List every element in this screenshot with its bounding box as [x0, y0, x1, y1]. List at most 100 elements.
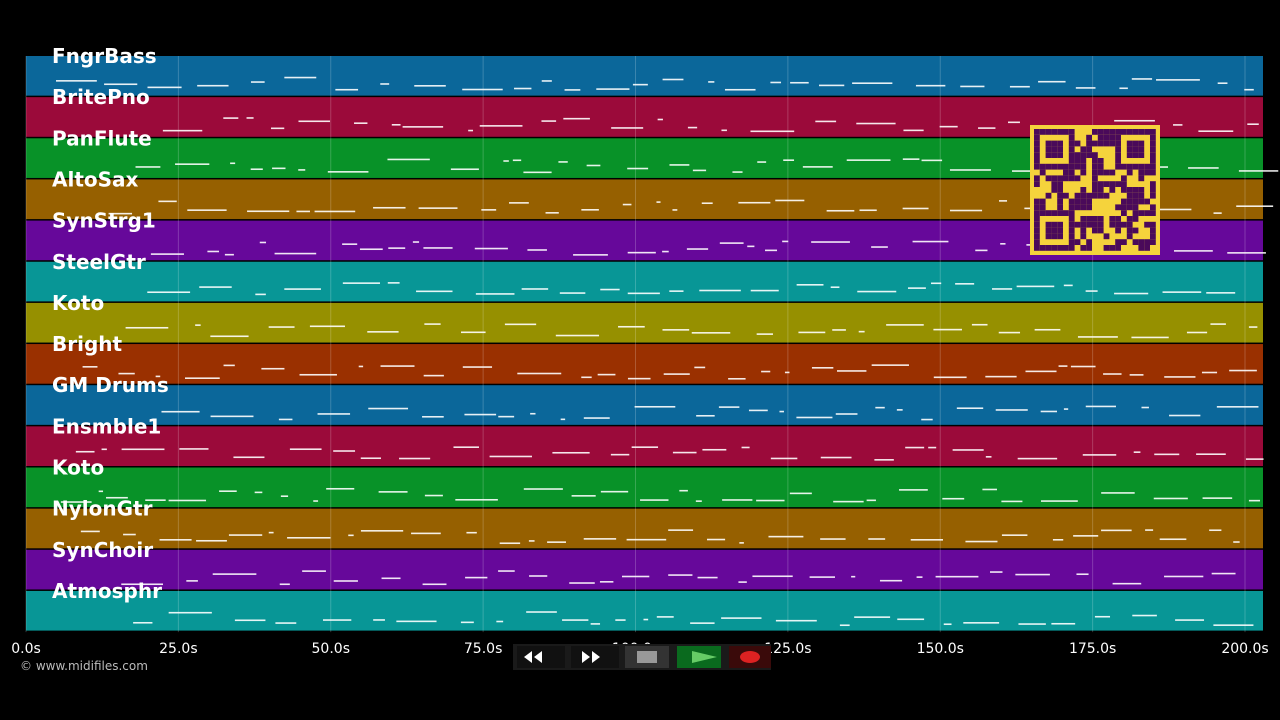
note: [555, 334, 600, 337]
track-name: GM Drums: [52, 373, 169, 397]
note: [125, 326, 169, 329]
note: [741, 446, 750, 449]
note: [783, 159, 795, 161]
qr-module: [1150, 140, 1156, 147]
qr-module: [1086, 152, 1092, 158]
note: [857, 290, 897, 293]
note: [761, 370, 771, 373]
note: [460, 621, 474, 624]
record-button[interactable]: [729, 646, 771, 668]
note: [702, 448, 727, 451]
play-button[interactable]: [677, 646, 721, 668]
note: [499, 542, 521, 545]
qr-module: [1092, 163, 1098, 170]
qr-module: [1034, 146, 1040, 153]
qr-module: [1057, 152, 1063, 158]
note: [135, 166, 161, 168]
note: [1073, 535, 1099, 537]
note: [381, 577, 401, 580]
note: [815, 120, 837, 123]
note: [581, 209, 599, 211]
note: [424, 494, 443, 497]
qr-module: [1109, 221, 1116, 228]
note: [333, 580, 358, 582]
qr-module: [1051, 146, 1058, 153]
note: [672, 451, 697, 454]
rewind-button[interactable]: [517, 646, 565, 668]
qr-module: [1051, 221, 1058, 228]
qr-module: [1126, 192, 1133, 199]
qr-module: [1074, 175, 1081, 182]
note: [1076, 573, 1089, 576]
qr-module: [1068, 129, 1075, 135]
qr-code: [1030, 125, 1160, 255]
note: [784, 371, 790, 374]
qr-module: [1074, 198, 1081, 205]
note: [668, 529, 694, 531]
qr-module: [1126, 129, 1133, 135]
note: [1164, 575, 1204, 578]
qr-module: [1068, 210, 1075, 216]
note: [255, 293, 266, 296]
qr-module: [1132, 227, 1139, 234]
qr-module: [1068, 204, 1075, 211]
note: [373, 206, 406, 209]
note: [1216, 406, 1259, 408]
qr-module: [1150, 221, 1156, 228]
track-lane: [26, 590, 1263, 631]
note: [686, 248, 709, 250]
note: [360, 530, 404, 532]
note: [1017, 457, 1058, 460]
track-name: Ensmble1: [52, 414, 161, 438]
note: [998, 331, 1021, 334]
note: [299, 373, 337, 376]
qr-module: [1068, 227, 1075, 234]
note: [921, 159, 943, 162]
qr-module: [1068, 158, 1075, 164]
qr-module: [1144, 221, 1150, 228]
qr-module: [1034, 140, 1040, 147]
note: [342, 243, 358, 245]
note: [528, 540, 535, 542]
qr-module: [1115, 134, 1121, 141]
note: [1175, 619, 1205, 621]
note: [1077, 336, 1118, 338]
qr-module: [1121, 163, 1127, 170]
note: [1131, 336, 1169, 339]
note: [187, 209, 227, 211]
qr-module: [1057, 181, 1063, 187]
note: [399, 457, 431, 460]
note: [708, 81, 715, 83]
time-tick-label: 0.0s: [11, 641, 41, 657]
note: [1233, 541, 1240, 543]
note: [1247, 123, 1259, 126]
track-lane: [26, 549, 1263, 590]
note: [196, 539, 227, 542]
qr-module: [1138, 239, 1145, 245]
qr-module: [1092, 181, 1098, 187]
note: [583, 417, 610, 419]
qr-module: [1097, 169, 1104, 176]
qr-module: [1086, 140, 1092, 147]
forward-button[interactable]: [571, 646, 619, 668]
note: [1101, 529, 1132, 532]
note: [1070, 365, 1096, 368]
note: [118, 372, 135, 375]
qr-module: [1068, 152, 1075, 158]
qr-module: [1051, 210, 1058, 216]
qr-module: [1126, 163, 1133, 170]
qr-module: [1150, 134, 1156, 141]
note: [416, 290, 453, 293]
note: [1229, 369, 1257, 372]
note: [699, 289, 741, 292]
qr-module: [1068, 169, 1075, 176]
qr-module: [1138, 245, 1145, 251]
note: [615, 619, 626, 621]
note: [1058, 365, 1068, 367]
note: [978, 127, 996, 129]
qr-module: [1132, 192, 1139, 199]
note: [247, 210, 290, 213]
qr-module: [1138, 163, 1145, 170]
stop-button[interactable]: [625, 646, 669, 668]
